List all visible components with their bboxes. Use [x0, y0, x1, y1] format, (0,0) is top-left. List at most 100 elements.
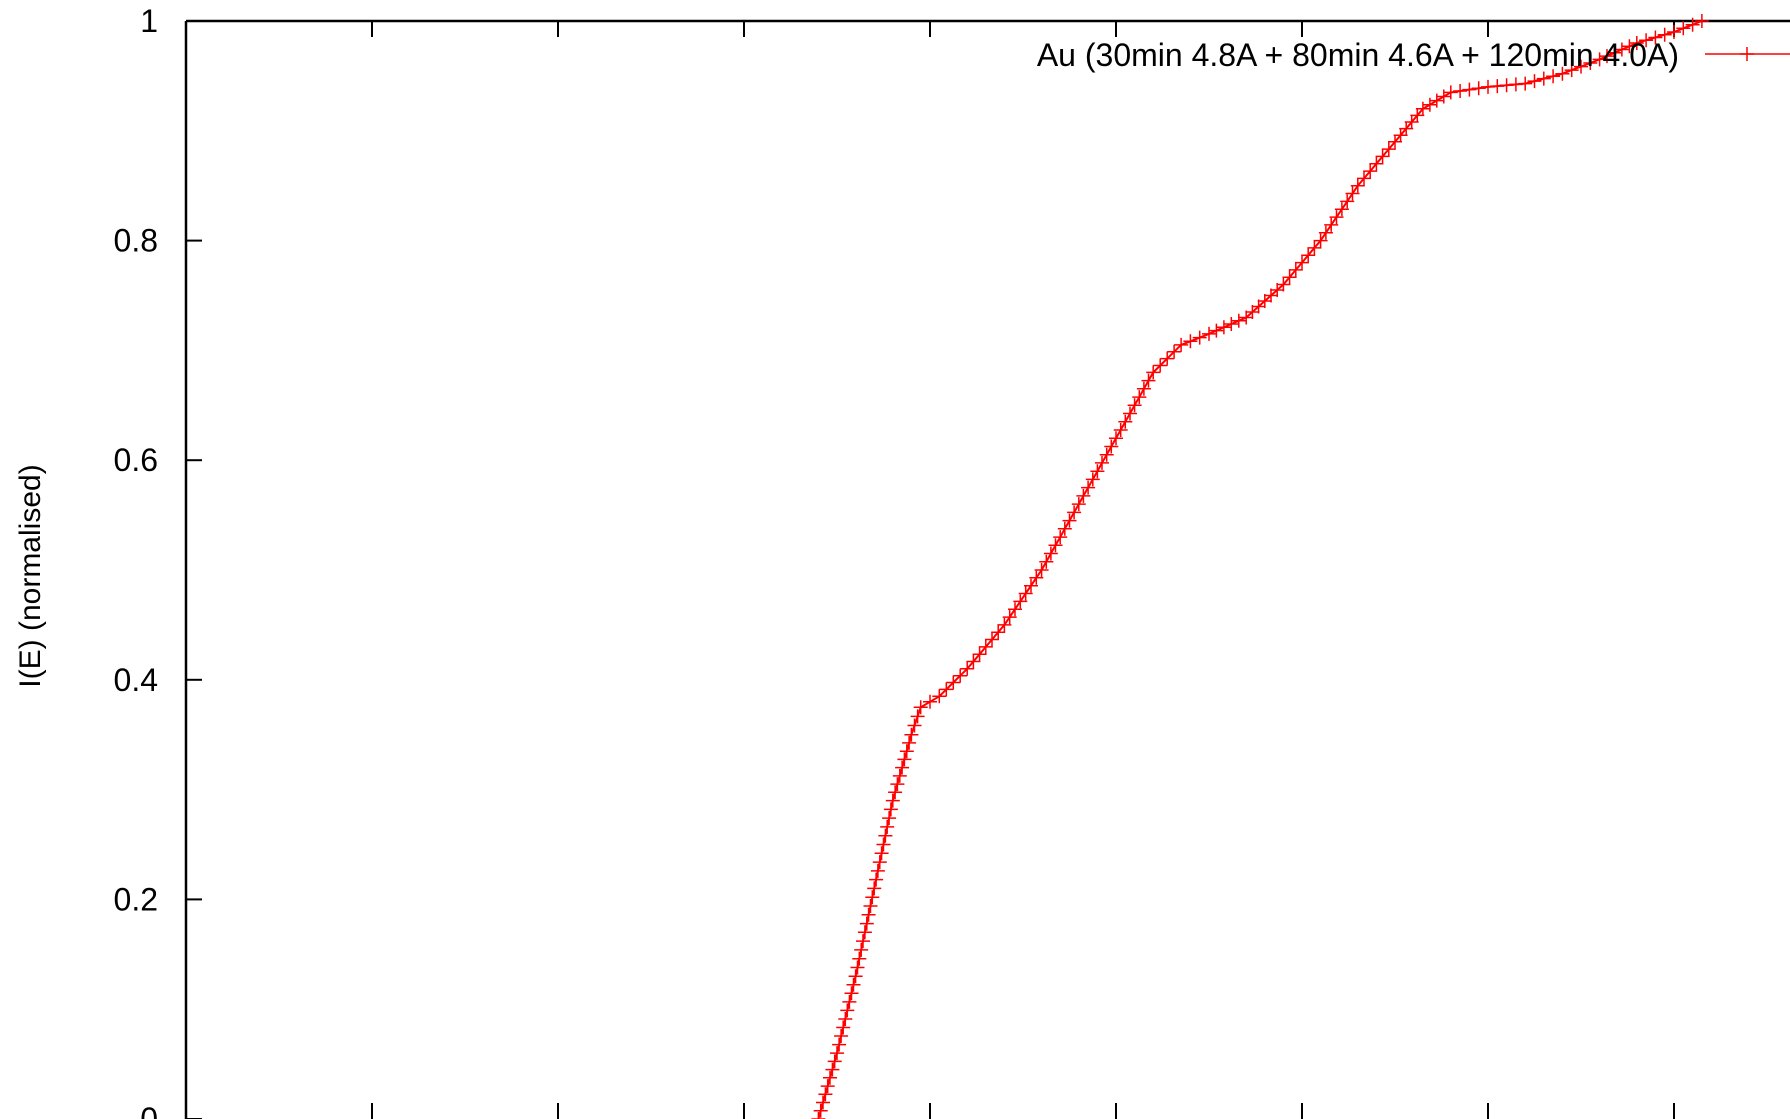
data-point — [823, 1070, 837, 1085]
data-point — [1340, 194, 1355, 209]
data-point — [1209, 323, 1224, 338]
data-point — [1239, 310, 1254, 325]
data-point — [1132, 390, 1147, 405]
data-point — [907, 718, 922, 733]
data-point — [1629, 36, 1644, 50]
data-point — [1295, 255, 1309, 270]
data-point — [1002, 610, 1017, 625]
data-point — [1422, 97, 1437, 112]
data-point — [1270, 283, 1285, 297]
data-point — [1369, 156, 1384, 171]
data-point — [1600, 49, 1614, 64]
data-point — [1443, 85, 1458, 100]
data-point — [897, 752, 912, 767]
data-point — [1614, 42, 1629, 57]
data-point — [1029, 570, 1044, 585]
data-point — [1146, 365, 1161, 380]
data-point — [816, 1095, 830, 1110]
legend-label: Au (30min 4.8A + 80min 4.6A + 120min 4.0… — [1037, 37, 1679, 73]
data-point — [1490, 79, 1505, 94]
data-point — [890, 777, 905, 792]
data-point — [1192, 330, 1207, 345]
data-point — [1574, 59, 1588, 74]
data-point — [885, 793, 900, 808]
data-point — [966, 654, 981, 669]
data-point — [1127, 398, 1142, 413]
data-point — [874, 846, 889, 861]
x-axis-ticks — [371, 21, 1675, 1119]
data-point — [1183, 334, 1198, 349]
data-point — [1257, 294, 1272, 308]
data-point — [1357, 171, 1371, 186]
data-point — [899, 744, 914, 759]
plot-frame — [184, 19, 1790, 1119]
data-point — [904, 727, 919, 742]
data-point — [1264, 288, 1278, 303]
data-point — [1404, 115, 1419, 129]
data-point — [1694, 14, 1709, 28]
data-point — [865, 890, 880, 905]
data-point — [1109, 431, 1123, 446]
data-point — [895, 760, 910, 775]
data-point — [1648, 30, 1663, 45]
data-point — [1288, 262, 1303, 277]
data-point — [1546, 69, 1561, 84]
data-point — [1307, 240, 1322, 255]
data-point — [1318, 225, 1333, 240]
data-point — [1231, 313, 1246, 328]
data-point — [1536, 71, 1551, 86]
data-point — [991, 625, 1006, 640]
data-point — [913, 700, 928, 715]
data-point — [878, 828, 893, 843]
data-point — [863, 899, 878, 913]
data-point — [842, 994, 857, 1009]
data-point — [1583, 56, 1598, 70]
data-point — [1381, 142, 1396, 157]
y-tick-label-5: 1 — [140, 3, 158, 39]
data-point — [985, 632, 999, 647]
data-point — [825, 1062, 840, 1077]
data-point — [1453, 84, 1468, 98]
legend-marker — [1740, 47, 1754, 61]
data-point — [1564, 63, 1579, 78]
data-point — [811, 1112, 826, 1119]
data-point — [960, 661, 975, 676]
data-point — [1462, 82, 1477, 97]
data-point — [869, 872, 884, 887]
data-point — [1167, 344, 1182, 359]
data-point — [1053, 530, 1068, 545]
data-point — [1410, 108, 1425, 123]
data-point — [1245, 305, 1260, 319]
data-point — [848, 969, 863, 984]
data-point — [1090, 464, 1105, 479]
data-point — [1350, 178, 1365, 193]
data-point — [1123, 406, 1137, 421]
data-point — [1399, 121, 1414, 136]
data-point — [1345, 186, 1360, 201]
data-point — [1622, 39, 1637, 54]
series-group — [811, 14, 1709, 1119]
data-point — [838, 1012, 853, 1026]
data-point — [1081, 480, 1096, 495]
data-point — [1076, 488, 1091, 503]
data-point — [1518, 76, 1533, 91]
data-point — [1657, 27, 1672, 42]
data-point — [932, 689, 947, 704]
data-point — [1282, 270, 1297, 285]
data-point — [1555, 66, 1570, 81]
data-point — [850, 960, 865, 975]
data-point — [1104, 439, 1119, 454]
data-point — [1224, 317, 1239, 331]
y-tick-label-4: 0.8 — [114, 223, 158, 259]
data-point — [1508, 77, 1523, 92]
data-point — [1639, 33, 1654, 48]
data-point — [1085, 472, 1100, 487]
data-point — [1039, 554, 1054, 569]
y-tick-label-2: 0.4 — [114, 662, 158, 698]
data-point — [1388, 134, 1402, 149]
data-point — [1034, 563, 1049, 577]
data-point — [1067, 505, 1082, 520]
data-point — [1062, 513, 1077, 528]
data-point — [857, 925, 872, 940]
data-point — [910, 709, 925, 724]
